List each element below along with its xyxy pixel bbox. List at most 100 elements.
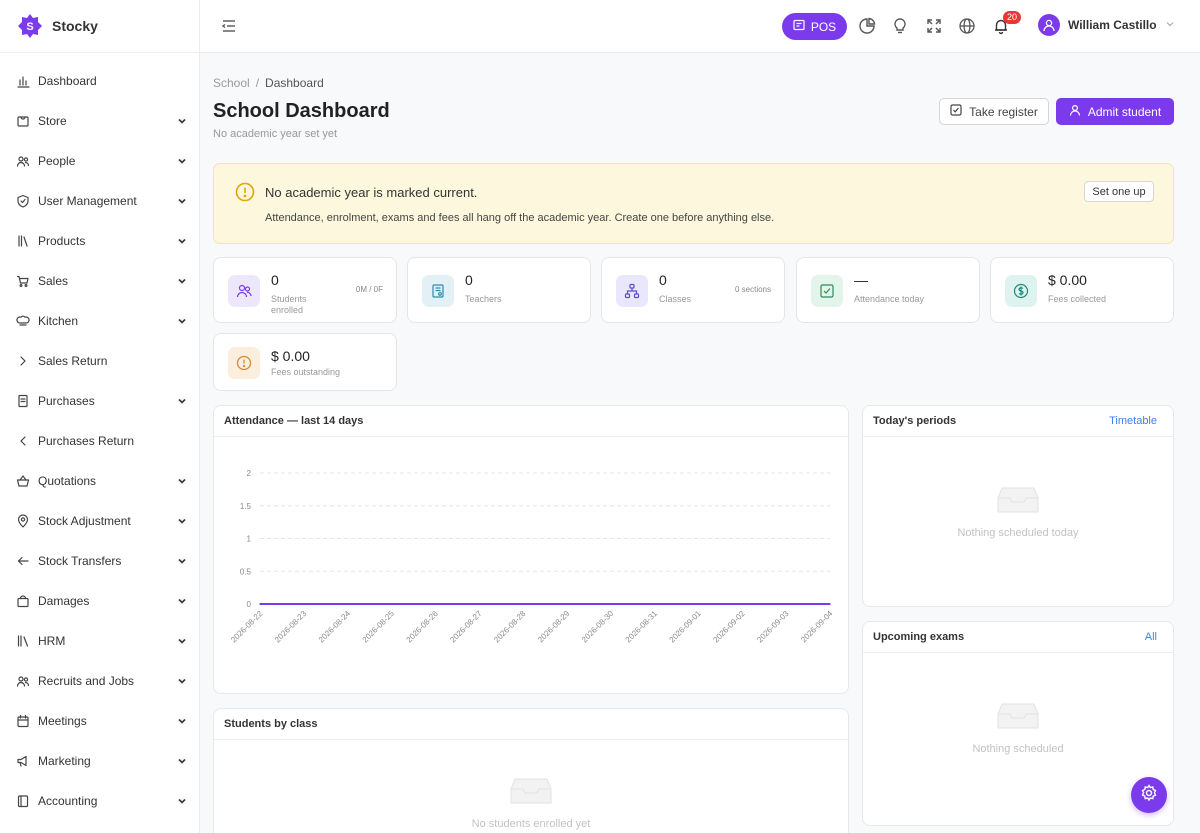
sidebar-item-dashboard[interactable]: Dashboard — [0, 61, 199, 101]
chevron-down-icon — [177, 276, 187, 286]
brand[interactable]: S Stocky — [0, 0, 199, 53]
x-tick-label: 2026-08-27 — [448, 609, 484, 645]
page-subtitle: No academic year set yet — [213, 128, 338, 140]
chevron-down-icon — [177, 556, 187, 566]
data-point — [785, 603, 787, 605]
sidebar-item-label: Accounting — [38, 794, 98, 808]
sidebar-item-label: User Management — [38, 194, 137, 208]
admit-student-button[interactable]: Admit student — [1056, 98, 1174, 125]
y-tick-label: 0.5 — [240, 567, 252, 576]
sidebar-item-people[interactable]: People — [0, 141, 199, 181]
empty-text: Nothing scheduled — [972, 743, 1064, 755]
set-one-up-button[interactable]: Set one up — [1084, 181, 1154, 202]
sidebar-item-quotations[interactable]: Quotations — [0, 461, 199, 501]
chevron-down-icon — [177, 636, 187, 646]
data-point — [478, 603, 481, 605]
stat-card-fees-outstanding: $ 0.00 Fees outstanding — [213, 333, 397, 391]
warning-circle-icon — [235, 182, 255, 202]
stat-label: Fees collected — [1048, 294, 1107, 304]
panel-header: Upcoming exams All — [863, 622, 1173, 653]
sidebar-item-sales-return[interactable]: Sales Return — [0, 341, 199, 381]
lightbulb-icon[interactable] — [891, 17, 909, 35]
chevron-down-icon — [177, 116, 187, 126]
sidebar-item-hrm[interactable]: HRM — [0, 621, 199, 661]
fullscreen-icon[interactable] — [925, 17, 943, 35]
chevron-right-icon — [16, 354, 30, 368]
stat-card-attendance: — Attendance today — [796, 257, 980, 323]
sidebar-item-stock-adjustment[interactable]: Stock Adjustment — [0, 501, 199, 541]
timetable-link[interactable]: Timetable — [1109, 415, 1157, 427]
bag-icon — [16, 594, 30, 608]
sidebar-item-meetings[interactable]: Meetings — [0, 701, 199, 741]
empty-inbox-icon — [996, 484, 1040, 519]
bell-icon[interactable] — [992, 17, 1010, 35]
data-point — [741, 603, 744, 605]
sidebar-item-recruits-and-jobs[interactable]: Recruits and Jobs — [0, 661, 199, 701]
svg-text:S: S — [26, 21, 33, 33]
sidebar-item-purchases[interactable]: Purchases — [0, 381, 199, 421]
sidebar-item-damages[interactable]: Damages — [0, 581, 199, 621]
x-tick-label: 2026-08-23 — [273, 609, 309, 645]
chevron-down-icon — [1165, 16, 1175, 34]
sidebar-item-marketing[interactable]: Marketing — [0, 741, 199, 781]
sidebar-item-user-management[interactable]: User Management — [0, 181, 199, 221]
take-register-label: Take register — [969, 104, 1038, 119]
sidebar-item-store[interactable]: Store — [0, 101, 199, 141]
panel-title: Upcoming exams — [873, 631, 965, 643]
sidebar-item-label: Store — [38, 114, 67, 128]
sidebar-item-accounting[interactable]: Accounting — [0, 781, 199, 821]
pos-button[interactable]: POS — [782, 13, 847, 40]
pos-icon — [793, 19, 805, 34]
x-tick-label: 2026-08-26 — [404, 609, 440, 645]
location-pin-icon — [16, 514, 30, 528]
sidebar-item-stock-transfers[interactable]: Stock Transfers — [0, 541, 199, 581]
sidebar-item-label: Stock Transfers — [38, 554, 122, 568]
data-point — [434, 603, 437, 605]
stat-value: $ 0.00 — [1048, 272, 1087, 288]
x-tick-label: 2026-09-03 — [755, 609, 791, 645]
sidebar-item-purchases-return[interactable]: Purchases Return — [0, 421, 199, 461]
panel-header: Attendance — last 14 days — [214, 406, 848, 437]
sidebar-item-label: HRM — [38, 634, 66, 648]
sidebar-item-e-wallet[interactable]: E-Wallet — [0, 821, 199, 833]
breadcrumb: School / Dashboard — [213, 76, 324, 90]
take-register-button[interactable]: Take register — [939, 98, 1049, 125]
sidebar-item-label: Recruits and Jobs — [38, 674, 135, 688]
all-exams-link[interactable]: All — [1144, 631, 1157, 643]
brand-name: Stocky — [52, 18, 98, 34]
shield-icon — [16, 194, 30, 208]
chevron-down-icon — [177, 676, 187, 686]
sidebar-item-kitchen[interactable]: Kitchen — [0, 301, 199, 341]
user-menu[interactable]: William Castillo — [1038, 14, 1175, 36]
dollar-circle-icon — [1005, 275, 1037, 307]
x-tick-label: 2026-08-24 — [317, 609, 353, 645]
sidebar-item-sales[interactable]: Sales — [0, 261, 199, 301]
topbar: POS 20 William Castillo — [200, 0, 1200, 53]
breadcrumb-current: Dashboard — [265, 76, 324, 90]
x-tick-label: 2026-08-22 — [229, 609, 265, 645]
stat-card-fees-collected: $ 0.00 Fees collected — [990, 257, 1174, 323]
people-icon — [16, 154, 30, 168]
settings-fab[interactable] — [1131, 777, 1167, 813]
breadcrumb-parent[interactable]: School — [213, 76, 250, 90]
globe-icon[interactable] — [958, 17, 976, 35]
sidebar-item-label: Dashboard — [38, 74, 97, 88]
data-point — [697, 603, 700, 605]
alert-text: Attendance, enrolment, exams and fees al… — [265, 212, 775, 224]
library-icon — [16, 634, 30, 648]
menu-collapse-icon[interactable] — [220, 17, 238, 35]
empty-text: No students enrolled yet — [471, 818, 591, 830]
sidebar-item-label: Sales — [38, 274, 69, 288]
sidebar: S Stocky Dashboard Store People User Manage… — [0, 0, 200, 833]
breadcrumb-separator: / — [255, 76, 260, 90]
panel-title: Students by class — [224, 718, 318, 730]
alert-title: No academic year is marked current. — [265, 185, 478, 200]
checkbox-icon — [950, 104, 962, 119]
calendar-icon — [16, 714, 30, 728]
data-point — [653, 603, 656, 605]
sidebar-item-products[interactable]: Products — [0, 221, 199, 261]
sidebar-item-label: People — [38, 154, 76, 168]
bar-chart-icon — [16, 74, 30, 88]
pie-chart-icon[interactable] — [858, 17, 876, 35]
sidebar-item-label: Sales Return — [38, 354, 108, 368]
